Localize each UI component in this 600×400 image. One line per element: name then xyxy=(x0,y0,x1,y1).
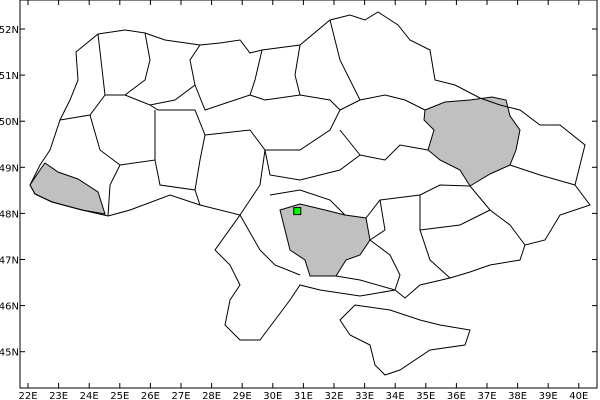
y-tick-label: 48N xyxy=(0,209,19,220)
regions xyxy=(29,96,521,277)
x-tick-label: 32E xyxy=(324,391,343,400)
x-tick-label: 27E xyxy=(171,391,190,400)
x-tick-label: 31E xyxy=(294,391,313,400)
x-tick-label: 28E xyxy=(202,391,221,400)
x-tick-label: 37E xyxy=(477,391,496,400)
x-tick-label: 29E xyxy=(233,391,252,400)
x-tick-label: 33E xyxy=(355,391,374,400)
x-tick-label: 24E xyxy=(80,391,99,400)
y-tick-label: 50N xyxy=(0,117,19,128)
frame xyxy=(19,0,598,389)
y-tick-label: 45N xyxy=(0,348,19,359)
x-tick-label: 34E xyxy=(386,391,405,400)
x-tick-label: 26E xyxy=(141,391,160,400)
region-kharkiv[interactable] xyxy=(423,96,521,187)
x-tick-label: 25E xyxy=(110,391,129,400)
y-tick-label: 49N xyxy=(0,163,19,174)
x-tick-label: 23E xyxy=(49,391,68,400)
x-tick-label: 40E xyxy=(569,391,588,400)
x-tick-label: 30E xyxy=(263,391,282,400)
x-tick-label: 35E xyxy=(416,391,435,400)
x-tick-label: 36E xyxy=(447,391,466,400)
crimea xyxy=(339,304,471,376)
x-tick-label: 22E xyxy=(18,391,37,400)
location-marker[interactable] xyxy=(293,207,302,216)
y-tick-label: 46N xyxy=(0,302,19,313)
y-tick-label: 51N xyxy=(0,71,19,82)
x-tick-label: 38E xyxy=(508,391,527,400)
y-tick-label: 52N xyxy=(0,25,19,36)
y-tick-label: 47N xyxy=(0,256,19,267)
oblast-borders xyxy=(59,19,576,291)
y-axis: 52N 51N 50N 49N 48N 47N 46N 45N xyxy=(0,25,597,359)
x-tick-label: 39E xyxy=(539,391,558,400)
x-axis: 22E 23E 24E 25E 26E 27E 28E 29E 30E 31E 32E 33E 34E 3… xyxy=(18,0,588,400)
region-mykolaiv[interactable] xyxy=(279,203,371,277)
